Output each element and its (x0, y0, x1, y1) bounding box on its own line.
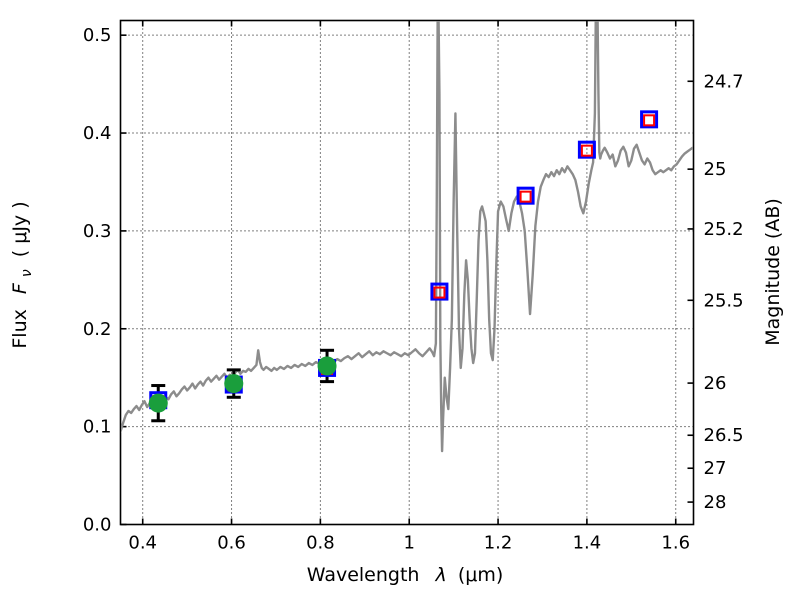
y-tick-label: 0.3 (83, 221, 112, 242)
optical-circle-marker (224, 374, 244, 394)
right-tick-label: 27 (704, 458, 727, 479)
y-tick-label: 0.1 (83, 417, 112, 438)
observed-square-marker (640, 110, 659, 129)
svg-text:Wavelength λ (μm): Wavelength λ (μm) (307, 564, 503, 586)
x-title-word: Wavelength (307, 564, 420, 586)
y-title-symbol: F (9, 282, 31, 294)
y-tick-label: 0.4 (83, 123, 112, 144)
y-tick-label: 0.5 (83, 25, 112, 46)
model-spectrum-line (121, 21, 693, 453)
right-tick-labels: 24.7 25 25.2 25.5 26 26.5 27 28 (704, 71, 744, 513)
optical-circle-marker (317, 356, 337, 376)
svg-text:Flux F ν ( μ: Flux F ν ( μJy ) (9, 201, 36, 348)
right-title-text: Magnitude (AB) (762, 198, 784, 346)
observed-square-marker (516, 186, 535, 205)
y-title-unit: ( μJy ) (9, 201, 31, 257)
x-axis-ticks (141, 20, 677, 525)
x-title-unit: (μm) (458, 564, 503, 586)
x-tick-label: 0.4 (128, 533, 157, 554)
x-tick-labels: 0.4 0.6 0.8 1 1.2 1.4 1.6 (128, 533, 690, 554)
model-square-marker (643, 114, 656, 127)
y-tick-label: 0.2 (83, 319, 112, 340)
x-tick-label: 1.2 (484, 533, 513, 554)
right-tick-label: 25 (704, 159, 727, 180)
model-square-marker (519, 190, 532, 203)
x-axis-title: Wavelength λ (μm) (307, 564, 503, 586)
right-tick-label: 25.2 (704, 219, 744, 240)
right-tick-label: 26 (704, 373, 727, 394)
right-tick-label: 28 (704, 492, 727, 513)
y-tick-labels: 0.0 0.1 0.2 0.3 0.4 0.5 (83, 25, 112, 535)
observed-square-marker (430, 282, 449, 301)
x-tick-label: 1 (403, 533, 414, 554)
optical-photometry-markers (148, 356, 337, 413)
y-title-word: Flux (9, 309, 31, 349)
x-tick-label: 0.6 (217, 533, 246, 554)
x-tick-label: 1.4 (573, 533, 602, 554)
y-title-subscript: ν (19, 269, 35, 277)
right-tick-label: 26.5 (704, 425, 744, 446)
x-tick-label: 1.6 (661, 533, 690, 554)
right-axis-title: Magnitude (AB) (762, 198, 784, 346)
right-tick-label: 25.5 (704, 290, 744, 311)
plot-frame (119, 19, 695, 526)
right-tick-label: 24.7 (704, 71, 744, 92)
x-title-symbol: λ (435, 564, 447, 586)
x-tick-label: 0.8 (306, 533, 335, 554)
right-axis-ticks (687, 80, 694, 503)
model-square-marker (580, 144, 593, 157)
observed-square-marker (577, 140, 596, 159)
y-axis-title: Flux F ν ( μJy ) (9, 201, 36, 348)
optical-circle-marker (148, 393, 168, 413)
model-square-marker (433, 286, 446, 299)
vertical-gridlines (142, 20, 677, 525)
y-tick-label: 0.0 (83, 515, 112, 536)
